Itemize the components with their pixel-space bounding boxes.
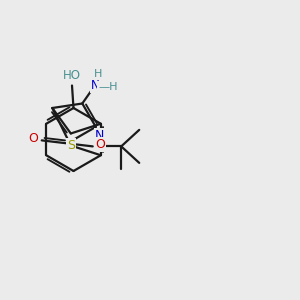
Text: N: N bbox=[91, 79, 100, 92]
Text: O: O bbox=[95, 138, 105, 152]
Text: HO: HO bbox=[63, 69, 81, 82]
Text: S: S bbox=[67, 139, 75, 152]
Text: —H: —H bbox=[98, 82, 118, 92]
Text: N: N bbox=[95, 129, 104, 142]
Text: H: H bbox=[94, 69, 102, 79]
Text: O: O bbox=[28, 132, 38, 146]
